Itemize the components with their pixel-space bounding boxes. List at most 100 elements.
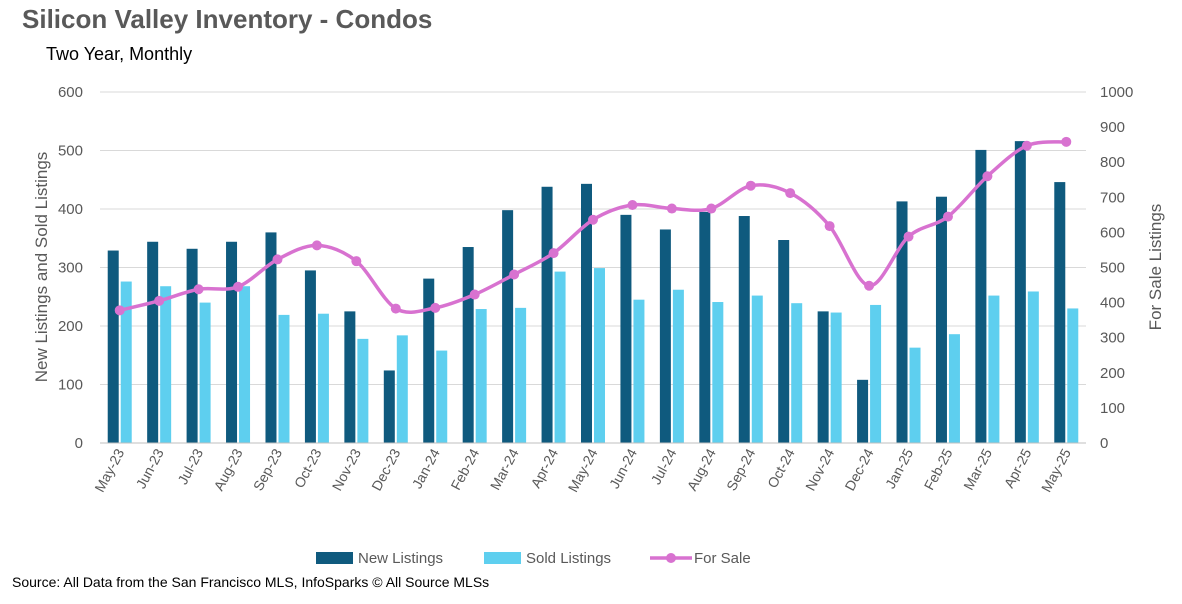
for-sale-point — [706, 203, 717, 214]
new-listings-bar — [778, 240, 790, 443]
for-sale-point — [233, 281, 244, 292]
bars — [107, 141, 1079, 444]
x-tick-label: Oct-24 — [764, 446, 798, 491]
for-sale-point — [114, 305, 125, 316]
for-sale-point — [509, 269, 520, 280]
new-listings-bar — [226, 241, 238, 443]
x-tick-label: Sep-23 — [250, 446, 285, 494]
x-tick-label: May-23 — [91, 446, 127, 495]
right-tick-label: 700 — [1100, 189, 1125, 206]
for-sale-point — [666, 203, 677, 214]
sold-listings-bar — [672, 289, 684, 443]
sold-listings-bar — [791, 303, 803, 443]
x-tick-label: Nov-24 — [802, 446, 837, 494]
sold-listings-bar — [633, 299, 645, 443]
x-tick-label: Dec-23 — [368, 446, 403, 494]
sold-listings-bar — [909, 347, 921, 443]
x-tick-label: Mar-24 — [487, 446, 522, 493]
chart-subtitle: Two Year, Monthly — [46, 44, 193, 64]
for-sale-point — [627, 200, 638, 211]
y-axis-title-right: For Sale Listings — [1146, 204, 1165, 331]
for-sale-point — [1021, 140, 1032, 151]
for-sale-point — [864, 280, 875, 291]
new-listings-bar — [383, 370, 395, 443]
new-listings-bar — [502, 210, 514, 443]
left-tick-label: 0 — [75, 435, 83, 452]
legend-label-for-sale: For Sale — [694, 550, 751, 567]
x-axis-ticks: May-23 Jun-23 Jul-23 Aug-23 Sep-23 Oct-23 Nov-… — [91, 446, 1074, 495]
x-tick-label: Mar-25 — [960, 446, 995, 493]
sold-listings-bar — [357, 338, 369, 443]
right-tick-label: 200 — [1100, 365, 1125, 382]
x-tick-label: May-24 — [565, 446, 601, 495]
for-sale-point — [351, 256, 362, 267]
x-tick-label: Aug-23 — [210, 446, 245, 494]
new-listings-bar — [147, 241, 159, 443]
new-listings-bar — [186, 248, 198, 443]
x-tick-label: Jun-24 — [606, 446, 640, 491]
x-tick-label: Aug-24 — [684, 446, 719, 494]
right-tick-label: 600 — [1100, 224, 1125, 241]
sold-listings-bar — [317, 313, 329, 443]
for-sale-point — [311, 240, 322, 251]
right-tick-label: 100 — [1100, 400, 1125, 417]
x-tick-label: Oct-23 — [291, 446, 325, 491]
new-listings-bar — [304, 270, 316, 443]
right-tick-label: 500 — [1100, 260, 1125, 277]
legend-label-sold-listings: Sold Listings — [526, 550, 611, 567]
gridlines — [100, 91, 1086, 385]
new-listings-bar — [738, 216, 750, 443]
sold-listings-bar — [239, 286, 251, 443]
left-axis-ticks: 0 100 200 300 400 500 600 — [58, 84, 83, 452]
right-tick-label: 900 — [1100, 119, 1125, 136]
left-tick-label: 200 — [58, 318, 83, 335]
for-sale-point — [272, 254, 283, 265]
legend-label-new-listings: New Listings — [358, 550, 443, 567]
sold-listings-bar — [160, 286, 172, 443]
x-tick-label: Jan-25 — [882, 446, 916, 491]
right-tick-label: 400 — [1100, 295, 1125, 312]
sold-listings-bar — [988, 295, 1000, 443]
sold-listings-bar — [830, 312, 842, 443]
for-sale-point — [588, 214, 598, 225]
for-sale-line — [114, 136, 1072, 316]
new-listings-bar — [817, 311, 829, 443]
for-sale-line-path — [119, 140, 1067, 314]
new-listings-bar — [1014, 141, 1026, 443]
sold-listings-bar — [436, 350, 448, 443]
new-listings-bar — [344, 311, 356, 443]
for-sale-point — [785, 188, 796, 199]
for-sale-point — [982, 171, 993, 182]
x-tick-label: Apr-25 — [1001, 446, 1035, 491]
new-listings-bar — [581, 183, 592, 443]
x-tick-label: Jan-24 — [409, 446, 443, 491]
left-tick-label: 400 — [58, 201, 83, 218]
x-tick-label: Apr-24 — [527, 446, 561, 491]
legend-swatch-sold-listings — [484, 552, 521, 564]
new-listings-bar — [935, 196, 947, 443]
chart-title: Silicon Valley Inventory - Condos — [22, 4, 433, 34]
sold-listings-bar — [751, 295, 763, 443]
new-listings-bar — [541, 186, 553, 443]
right-axis-ticks: 0 100 200 300 400 500 600 700 800 900 1000 — [1100, 84, 1133, 452]
right-tick-label: 1000 — [1100, 84, 1133, 101]
x-tick-label: May-25 — [1038, 446, 1074, 495]
for-sale-point — [824, 221, 835, 232]
legend-marker-for-sale — [666, 553, 676, 563]
new-listings-bar — [265, 232, 277, 443]
sold-listings-bar — [396, 335, 408, 443]
x-tick-label: Feb-24 — [447, 446, 482, 493]
sold-listings-bar — [594, 268, 605, 443]
x-tick-label: Feb-25 — [921, 446, 956, 493]
x-tick-label: Dec-24 — [841, 446, 876, 494]
right-tick-label: 300 — [1100, 330, 1125, 347]
new-listings-bar — [659, 229, 671, 443]
x-tick-label: Sep-24 — [723, 446, 758, 494]
y-axis-title-left: New Listings and Sold Listings — [32, 152, 51, 383]
new-listings-bar — [462, 247, 474, 443]
for-sale-point — [1061, 136, 1072, 147]
new-listings-bar — [857, 379, 869, 443]
x-tick-label: Jun-23 — [133, 446, 167, 491]
left-tick-label: 300 — [58, 260, 83, 277]
